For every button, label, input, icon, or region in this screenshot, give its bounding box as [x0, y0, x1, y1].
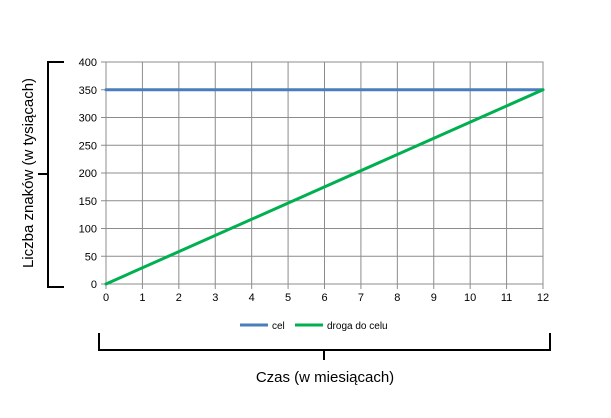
x-tick-label: 0 — [103, 292, 109, 304]
x-tick-label: 8 — [394, 292, 400, 304]
y-tick-label: 200 — [79, 168, 97, 180]
y-tick-label: 300 — [79, 113, 97, 125]
series-lines — [104, 88, 545, 286]
series-line-2 — [104, 88, 545, 286]
x-tick-label: 7 — [358, 292, 364, 304]
x-tick-label: 4 — [249, 292, 255, 304]
x-axis-bracket — [98, 333, 551, 351]
y-axis-label: Liczba znaków (w tysiącach) — [20, 78, 37, 268]
y-tick-label: 400 — [79, 57, 97, 69]
y-tick-label: 150 — [79, 196, 97, 208]
x-tick-label: 5 — [285, 292, 291, 304]
y-tick-label: 50 — [85, 251, 97, 263]
axis-brackets — [38, 61, 551, 360]
legend: cel droga do celu — [240, 321, 388, 332]
x-tick-label: 11 — [501, 292, 512, 304]
x-tick-label: 3 — [212, 292, 218, 304]
y-tick-label: 250 — [79, 140, 97, 152]
y-tick-label: 350 — [79, 85, 97, 97]
x-tick-label: 2 — [176, 292, 182, 304]
legend-label-2: droga do celu — [327, 321, 388, 332]
grid — [105, 61, 544, 285]
y-tick-label: 100 — [79, 224, 97, 236]
x-tick-label: 10 — [464, 292, 476, 304]
x-tick-label: 9 — [431, 292, 437, 304]
legend-label-1: cel — [272, 321, 285, 332]
y-tick-label: 0 — [91, 279, 97, 291]
x-axis-label: Czas (w miesiącach) — [256, 369, 394, 386]
axes — [101, 61, 544, 289]
x-tick-label: 12 — [537, 292, 549, 304]
x-tick-label: 1 — [139, 292, 145, 304]
y-axis-bracket — [47, 61, 64, 288]
x-tick-label: 6 — [321, 292, 327, 304]
